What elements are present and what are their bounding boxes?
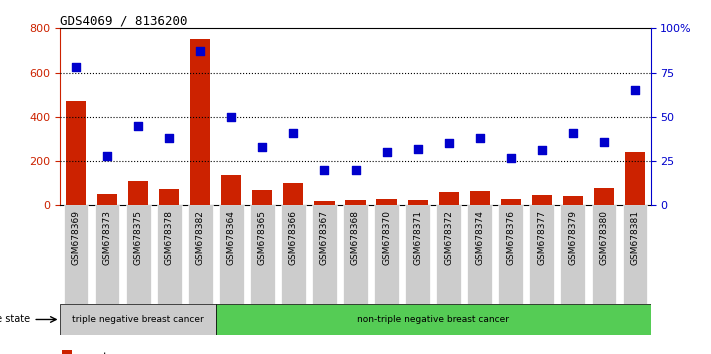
Bar <box>407 200 428 205</box>
Text: GSM678366: GSM678366 <box>289 210 298 265</box>
Bar <box>594 188 614 205</box>
Text: GSM678368: GSM678368 <box>351 210 360 265</box>
FancyBboxPatch shape <box>250 205 274 304</box>
Text: GSM678365: GSM678365 <box>258 210 267 265</box>
Text: GSM678364: GSM678364 <box>227 210 236 265</box>
FancyBboxPatch shape <box>467 205 492 304</box>
Bar <box>346 200 365 205</box>
Text: GSM678379: GSM678379 <box>568 210 577 265</box>
FancyBboxPatch shape <box>156 205 181 304</box>
Bar <box>625 152 645 205</box>
Bar <box>97 194 117 205</box>
FancyBboxPatch shape <box>498 205 523 304</box>
Bar <box>128 181 148 205</box>
FancyBboxPatch shape <box>281 205 306 304</box>
Point <box>102 153 113 159</box>
FancyBboxPatch shape <box>343 205 368 304</box>
Bar <box>159 189 179 205</box>
Text: GSM678382: GSM678382 <box>196 210 205 265</box>
Text: disease state: disease state <box>0 314 30 325</box>
FancyBboxPatch shape <box>592 205 616 304</box>
Point <box>505 155 516 160</box>
FancyBboxPatch shape <box>374 205 399 304</box>
Bar <box>190 39 210 205</box>
Bar <box>62 350 73 354</box>
Text: GSM678375: GSM678375 <box>134 210 143 265</box>
Point <box>381 149 392 155</box>
FancyBboxPatch shape <box>437 205 461 304</box>
Point <box>598 139 609 144</box>
Bar <box>60 304 215 335</box>
Bar <box>215 304 651 335</box>
Text: triple negative breast cancer: triple negative breast cancer <box>73 315 204 324</box>
Text: count: count <box>76 353 108 354</box>
Text: GSM678378: GSM678378 <box>165 210 173 265</box>
FancyBboxPatch shape <box>530 205 555 304</box>
Point <box>474 135 486 141</box>
Text: GDS4069 / 8136200: GDS4069 / 8136200 <box>60 14 188 27</box>
Bar <box>470 191 490 205</box>
Text: GSM678371: GSM678371 <box>413 210 422 265</box>
Point <box>536 148 547 153</box>
Bar <box>501 199 521 205</box>
Bar <box>66 101 86 205</box>
Point <box>195 48 206 54</box>
Point <box>412 146 423 152</box>
Text: GSM678372: GSM678372 <box>444 210 453 265</box>
Text: GSM678376: GSM678376 <box>506 210 515 265</box>
Point <box>70 64 82 70</box>
Text: non-triple negative breast cancer: non-triple negative breast cancer <box>357 315 509 324</box>
Text: GSM678377: GSM678377 <box>538 210 546 265</box>
Bar <box>283 183 304 205</box>
Point <box>164 135 175 141</box>
Text: GSM678369: GSM678369 <box>72 210 80 265</box>
FancyBboxPatch shape <box>560 205 585 304</box>
FancyBboxPatch shape <box>95 205 119 304</box>
FancyBboxPatch shape <box>188 205 213 304</box>
Bar <box>532 195 552 205</box>
Point <box>443 141 454 146</box>
FancyBboxPatch shape <box>219 205 244 304</box>
Point <box>257 144 268 150</box>
Bar <box>563 196 583 205</box>
Text: GSM678381: GSM678381 <box>631 210 639 265</box>
Point <box>319 167 330 173</box>
Point <box>350 167 361 173</box>
Bar <box>314 201 335 205</box>
FancyBboxPatch shape <box>623 205 648 304</box>
FancyBboxPatch shape <box>312 205 337 304</box>
Bar <box>252 190 272 205</box>
Bar <box>439 192 459 205</box>
Text: GSM678367: GSM678367 <box>320 210 329 265</box>
Point <box>225 114 237 120</box>
Text: GSM678380: GSM678380 <box>599 210 609 265</box>
FancyBboxPatch shape <box>63 205 88 304</box>
Text: GSM678374: GSM678374 <box>475 210 484 265</box>
Text: GSM678373: GSM678373 <box>102 210 112 265</box>
Point <box>288 130 299 136</box>
FancyBboxPatch shape <box>405 205 430 304</box>
Point <box>629 87 641 93</box>
Point <box>132 123 144 129</box>
Point <box>567 130 579 136</box>
FancyBboxPatch shape <box>126 205 151 304</box>
Bar <box>376 199 397 205</box>
Text: GSM678370: GSM678370 <box>382 210 391 265</box>
Bar <box>221 176 241 205</box>
